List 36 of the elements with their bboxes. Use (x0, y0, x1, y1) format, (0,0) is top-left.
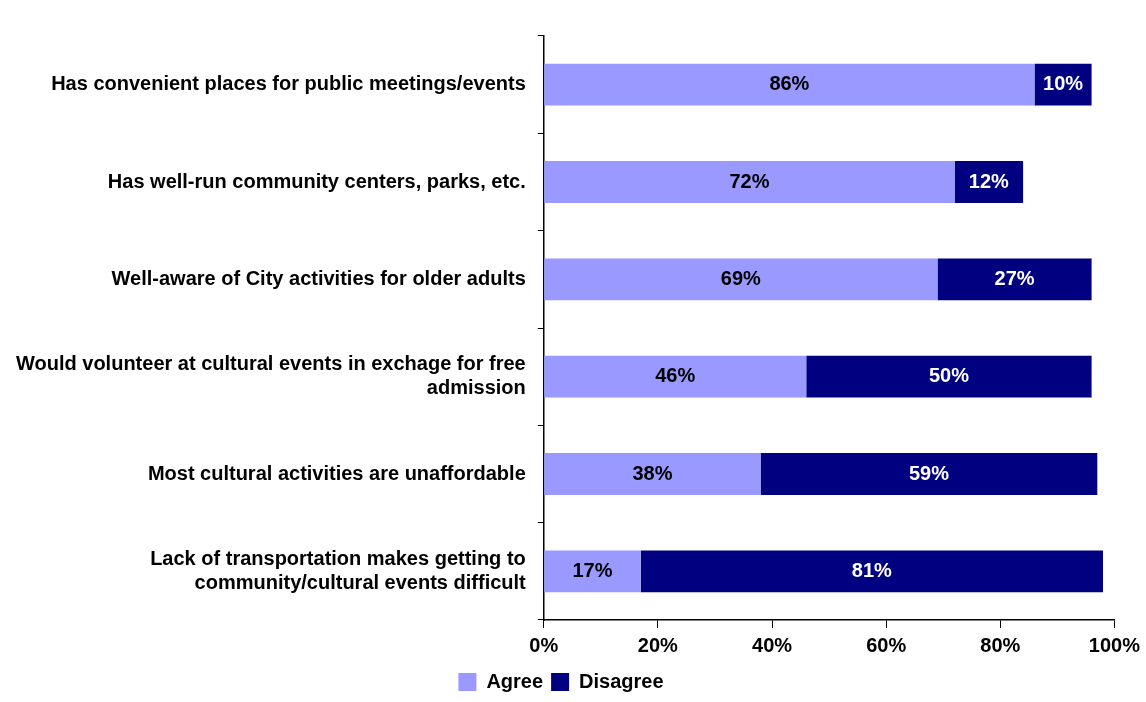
bar (544, 355, 807, 398)
x-tick-label: 20% (637, 633, 679, 656)
y-tick-label: Most cultural activities are unaffordable (147, 461, 526, 484)
data-label: 86% (769, 72, 810, 95)
y-tick-label: Has well-run community centers, parks, etc. (107, 169, 526, 192)
y-tick-label: Would volunteer at cultural events in exchage for free admission (15, 352, 526, 399)
data-label: 46% (655, 364, 696, 387)
data-label: 69% (720, 266, 762, 289)
data-label: 10% (1043, 72, 1084, 95)
data-label: 17% (572, 558, 613, 581)
data-label: 72% (729, 169, 770, 192)
bar (544, 258, 938, 301)
x-tick-label: 100% (1088, 633, 1141, 656)
x-tick-label: 60% (866, 633, 907, 656)
y-tick-label: Lack of transportation makes getting to community/cultural events difficult (150, 546, 527, 593)
bar (544, 63, 1035, 106)
data-label: 38% (632, 461, 673, 484)
y-tick-label: Has convenient places for public meetings/events (51, 72, 526, 95)
data-label: 27% (994, 266, 1035, 289)
legend-label: Disagree (579, 669, 664, 692)
bar (544, 161, 955, 203)
data-label: 81% (851, 558, 893, 581)
bar (937, 258, 1092, 301)
bar (760, 453, 1098, 495)
data-label: 12% (968, 169, 1010, 192)
y-tick-label: Well-aware of City activities for older adults (111, 266, 526, 289)
legend-label: Agree (486, 669, 544, 692)
bar (544, 453, 761, 495)
bar (640, 550, 1104, 593)
x-tick-label: 40% (752, 633, 793, 656)
data-label: 59% (908, 461, 950, 484)
x-tick-label: 0% (529, 633, 559, 656)
bar (806, 355, 1092, 398)
bar (544, 550, 641, 593)
x-tick-label: 80% (980, 633, 1021, 656)
data-label: 50% (928, 364, 970, 387)
